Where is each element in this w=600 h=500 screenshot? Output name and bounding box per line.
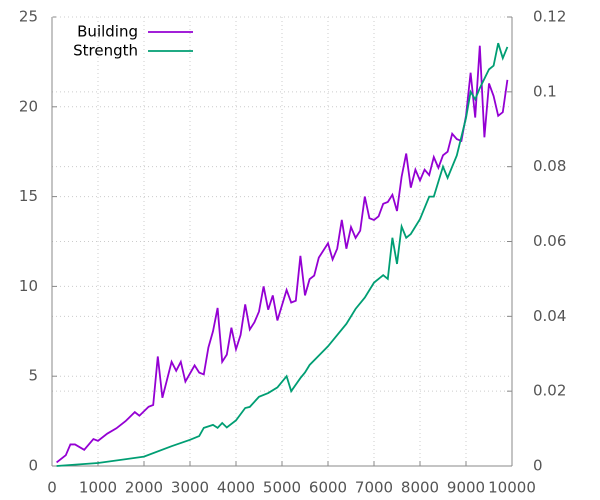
y-tick-label: 0	[28, 457, 38, 475]
series-line	[56, 45, 509, 464]
y-tick-label: 10	[19, 277, 38, 295]
x-tick-label: 0	[47, 479, 57, 497]
y2-tick-label: 0.06	[533, 232, 566, 250]
x-tick-label: 2000	[125, 479, 163, 497]
x-tick-label: 9000	[447, 479, 485, 497]
y2-tick-label: 0.04	[533, 307, 566, 325]
y2-tick-label: 0.08	[533, 157, 566, 175]
legend-label: Building	[77, 23, 138, 41]
y-tick-label: 20	[19, 97, 38, 115]
y-tick-label: 5	[28, 367, 38, 385]
y2-tick-label: 0.1	[533, 82, 557, 100]
x-tick-label: 5000	[263, 479, 301, 497]
x-tick-label: 4000	[217, 479, 255, 497]
x-tick-label: 7000	[355, 479, 393, 497]
x-tick-label: 8000	[401, 479, 439, 497]
x-tick-label: 3000	[171, 479, 209, 497]
x-tick-label: 10000	[488, 479, 536, 497]
y-tick-label: 25	[19, 8, 38, 26]
y2-tick-label: 0.12	[533, 8, 566, 26]
series-line	[56, 42, 509, 467]
legend-label: Strength	[73, 42, 138, 60]
x-tick-label: 1000	[79, 479, 117, 497]
y2-tick-label: 0.02	[533, 382, 566, 400]
y-tick-label: 15	[19, 187, 38, 205]
y2-tick-label: 0	[533, 457, 543, 475]
x-tick-label: 6000	[309, 479, 347, 497]
